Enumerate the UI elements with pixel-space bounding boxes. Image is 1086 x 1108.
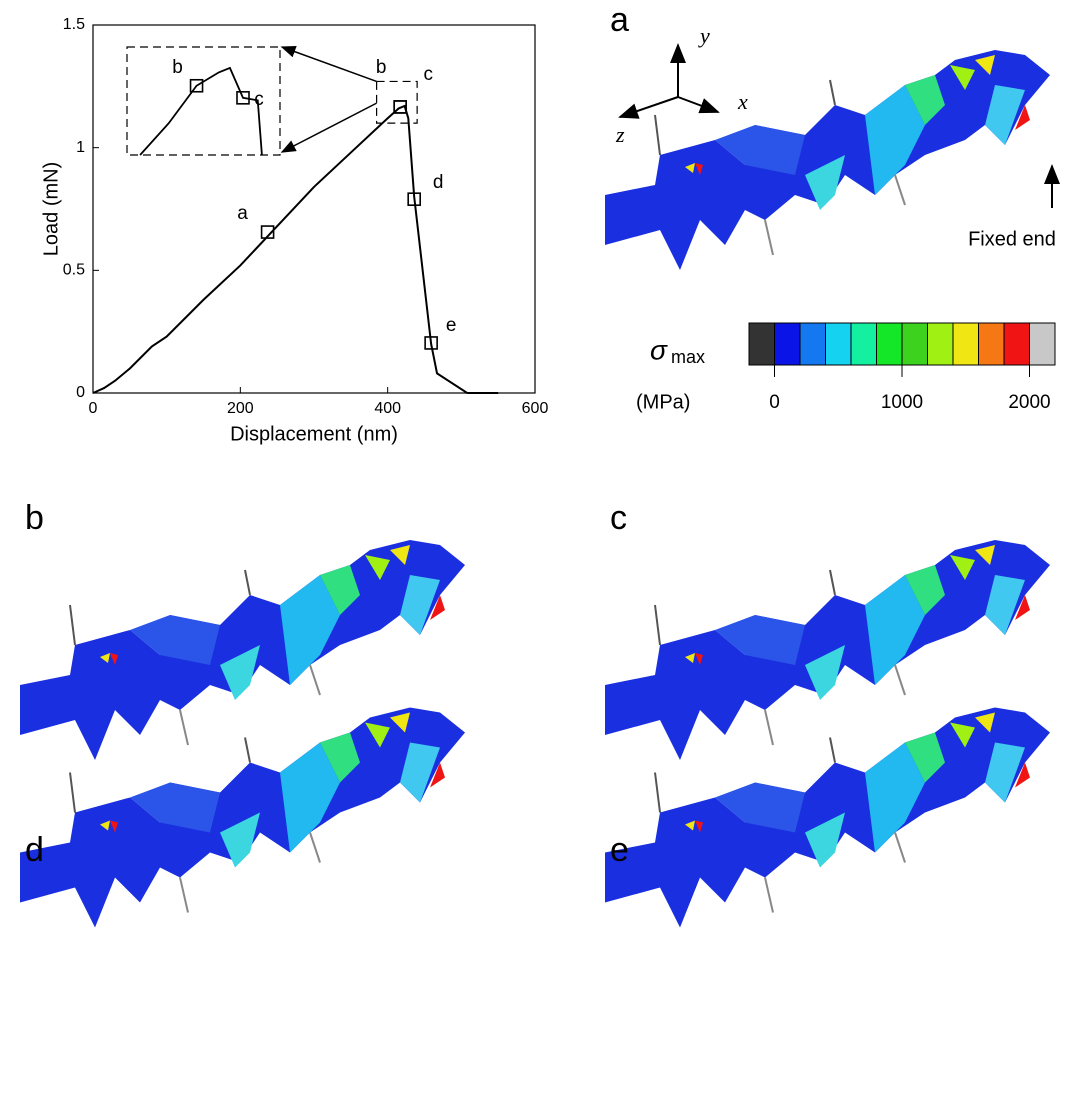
y-tick-label: 1 [76,139,85,156]
x-tick-label: 0 [89,400,98,417]
panel-label: e [610,831,629,869]
zoom-arrow [280,102,377,153]
colorbar-tick-label: 1000 [881,392,923,413]
axes-triad: y x z [615,23,748,147]
colorbar-unit: (MPa) [636,391,690,413]
colorbar-cell [1029,322,1056,366]
colorbar-cell [850,322,877,366]
y-axis-label: Load (mN) [40,162,62,256]
colorbar-cell [1003,322,1030,366]
x-tick-label: 600 [522,400,549,417]
inset-curve [139,66,263,156]
x-tick-label: 400 [374,400,401,417]
point-label: d [433,172,444,193]
axis-y: y [698,23,710,48]
zoom-arrow [280,45,377,83]
point-marker [189,78,204,93]
point-marker [236,91,250,105]
colorbar: 0 1000 2000 [748,322,1056,413]
y-tick-label: 0 [76,384,85,401]
inset-point-label: c [254,89,264,110]
inset-point-label: b [172,57,183,78]
point-marker [407,192,421,206]
load-displacement-plot: 0 200 400 600 0 0.5 1 1.5 Displacement (nm) Load … [40,16,548,445]
colorbar-subscript: max [671,347,705,367]
colorbar-cell [876,322,903,366]
colorbar-cell [901,322,928,366]
fixed-end-label: Fixed end [968,228,1056,250]
panel-label: c [610,499,627,537]
x-axis-label: Displacement (nm) [230,423,398,445]
colorbar-cell [978,322,1005,366]
point-label: b [376,57,387,78]
point-label: c [423,64,433,85]
panel-label: b [25,499,44,537]
colorbar-cell [799,322,826,366]
axis-x: x [737,89,748,114]
colorbar-tick-label: 2000 [1008,392,1050,413]
colorbar-symbol: σ [650,334,668,365]
point-label: e [446,315,457,336]
y-tick-label: 1.5 [63,16,85,33]
colorbar-tick-label: 0 [769,392,780,413]
colorbar-cell [952,322,979,366]
load-curve [92,104,499,394]
point-marker [393,100,407,114]
zoom-box [376,80,418,124]
colorbar-cell [774,322,801,366]
colorbar-cell [825,322,852,366]
panel-label: a [610,1,629,39]
point-label: a [237,203,248,224]
axis-z: z [615,122,625,147]
inset-box [126,46,281,156]
point-marker [424,336,438,350]
y-tick-label: 0.5 [63,262,85,279]
point-marker [260,225,275,239]
panel-label: d [25,831,44,869]
colorbar-cell [927,322,954,366]
plot-frame [92,24,536,394]
colorbar-cell [748,322,775,366]
x-tick-label: 200 [227,400,254,417]
